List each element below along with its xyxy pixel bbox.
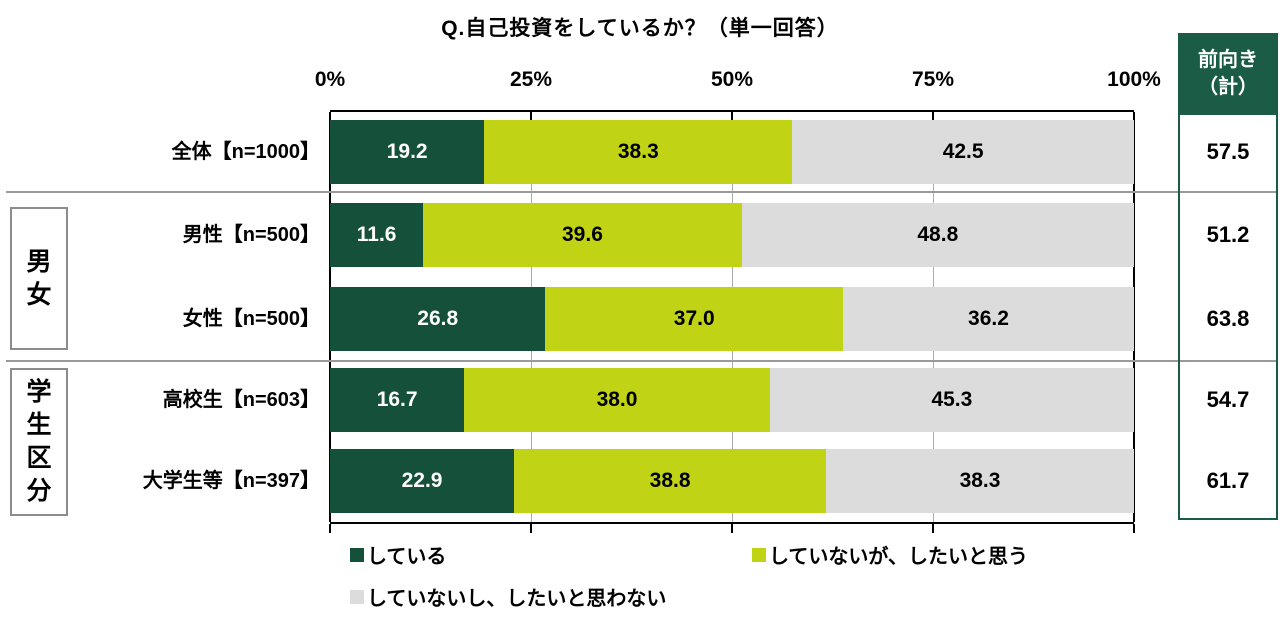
group-label-char: 生 (26, 411, 52, 439)
group-label-char: 女 (26, 280, 52, 309)
bar-segment-series2: 38.0 (464, 368, 770, 432)
bar-segment-series2: 38.3 (484, 120, 793, 184)
summary-value: 61.7 (1206, 468, 1250, 493)
bar-segment-series2: 39.6 (423, 203, 742, 267)
row-label: 高校生【n=603】 (162, 389, 320, 411)
legend-item: していないし、したいと思わない (350, 582, 666, 611)
axis-tick-mark (530, 524, 532, 533)
bar-segment-series3: 45.3 (769, 368, 1134, 432)
legend-swatch-icon (350, 547, 364, 562)
legend-swatch-icon (350, 589, 364, 604)
group-separator (6, 360, 1277, 362)
bar-segment-series1: 26.8 (330, 287, 546, 351)
x-axis-tick-label: 25% (509, 68, 553, 91)
legend-item: していないが、したいと思う (752, 540, 1028, 569)
summary-value: 57.5 (1206, 139, 1250, 164)
axis-tick-mark (329, 524, 331, 533)
bar-segment-series2: 37.0 (545, 287, 843, 351)
group-label-char: 区 (26, 444, 52, 472)
group-box: 男女 (10, 207, 68, 350)
group-label-char: 学 (26, 378, 52, 406)
group-separator (6, 191, 1277, 193)
axis-tick-mark (1133, 524, 1135, 533)
bar-segment-series1: 11.6 (330, 203, 424, 267)
axis-tick-mark (329, 112, 331, 121)
summary-value: 51.2 (1206, 222, 1250, 247)
axis-tick-mark (932, 112, 934, 121)
bar-segment-series3: 38.3 (826, 449, 1134, 513)
legend-item: している (350, 540, 446, 569)
x-axis-line-bottom (330, 522, 1134, 524)
summary-column-header: 前向き （計） (1178, 33, 1278, 115)
bar-segment-series1: 16.7 (330, 368, 465, 432)
axis-tick-mark (1133, 112, 1135, 121)
axis-tick-mark (731, 112, 733, 121)
summary-value: 54.7 (1206, 387, 1250, 412)
summary-value: 63.8 (1206, 306, 1250, 331)
row-label: 全体【n=1000】 (171, 141, 320, 163)
row-label: 男性【n=500】 (182, 224, 320, 246)
group-label-char: 男 (26, 247, 52, 276)
bar-segment-series3: 42.5 (792, 120, 1134, 184)
summary-header-line2: （計） (1198, 76, 1258, 98)
bar-segment-series3: 48.8 (741, 203, 1134, 267)
x-axis-line-top (330, 110, 1134, 112)
axis-tick-mark (530, 112, 532, 121)
group-label-char: 分 (26, 477, 52, 505)
legend-swatch-icon (752, 547, 766, 562)
axis-tick-mark (731, 524, 733, 533)
bar-segment-series1: 19.2 (330, 120, 485, 184)
row-label: 女性【n=500】 (182, 308, 320, 330)
x-axis-tick-label: 100% (1107, 68, 1161, 91)
x-axis-tick-label: 75% (911, 68, 955, 91)
bar-segment-series2: 38.8 (514, 449, 827, 513)
chart-title: Q.自己投資をしているか？（単一回答） (441, 17, 839, 40)
group-box: 学生区分 (10, 368, 68, 516)
x-axis-tick-label: 0% (314, 68, 346, 91)
summary-header-line1: 前向き (1198, 49, 1258, 71)
row-label: 大学生等【n=397】 (142, 470, 320, 492)
axis-tick-mark (932, 524, 934, 533)
bar-segment-series3: 36.2 (842, 287, 1134, 351)
bar-segment-series1: 22.9 (330, 449, 515, 513)
legend-label: している (367, 546, 447, 568)
legend-label: していないが、したいと思う (769, 546, 1028, 568)
legend-label: していないし、したいと思わない (367, 588, 667, 610)
x-axis-tick-label: 50% (710, 68, 754, 91)
plot-border-line (1133, 112, 1135, 522)
